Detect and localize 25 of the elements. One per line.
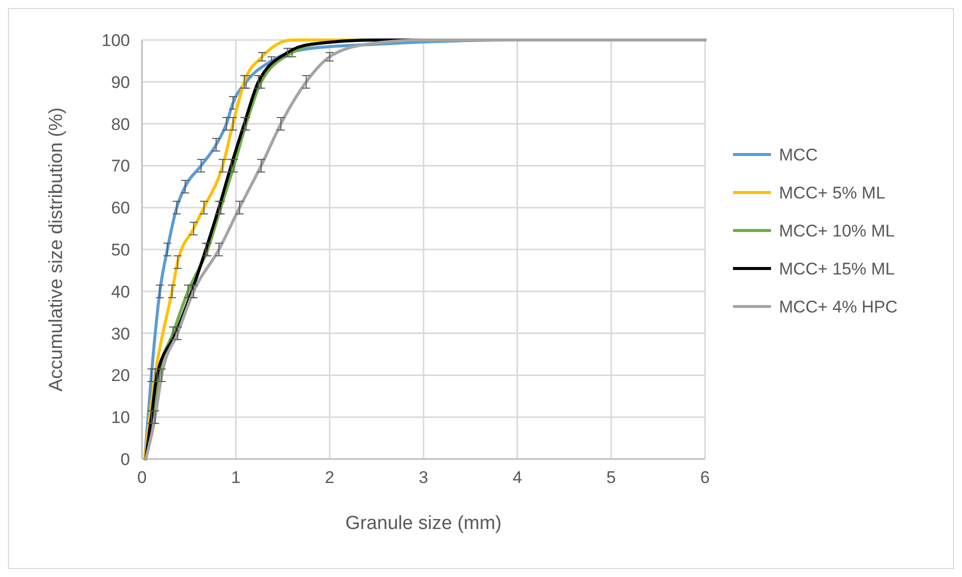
y-tick-label: 50	[111, 240, 130, 260]
x-tick-label: 6	[700, 468, 710, 487]
legend-label: MCC+ 15% ML	[779, 259, 895, 278]
x-tick-label: 3	[418, 468, 428, 487]
y-tick-label: 0	[120, 450, 130, 469]
legend-label: MCC+ 4% HPC	[779, 297, 898, 316]
y-axis-title: Accumulative size distribution (%)	[46, 107, 67, 392]
y-tick-label: 80	[111, 114, 130, 134]
x-tick-label: 5	[606, 468, 616, 487]
y-tick-label: 60	[111, 198, 130, 218]
y-tick-label: 10	[111, 408, 130, 428]
legend-label: MCC+ 10% ML	[779, 221, 895, 240]
y-tick-label: 40	[111, 282, 130, 302]
legend-label: MCC	[779, 145, 818, 164]
legend-label: MCC+ 5% ML	[779, 183, 886, 202]
x-tick-label: 1	[231, 468, 241, 487]
y-tick-label: 30	[111, 324, 130, 344]
x-tick-label: 0	[137, 468, 147, 487]
y-tick-label: 20	[111, 366, 130, 386]
y-tick-label: 100	[102, 30, 130, 50]
y-tick-label: 70	[111, 156, 130, 176]
x-tick-label: 4	[512, 468, 522, 487]
y-tick-label: 90	[111, 72, 130, 92]
x-tick-label: 2	[324, 468, 334, 487]
x-axis-title: Granule size (mm)	[345, 513, 502, 534]
